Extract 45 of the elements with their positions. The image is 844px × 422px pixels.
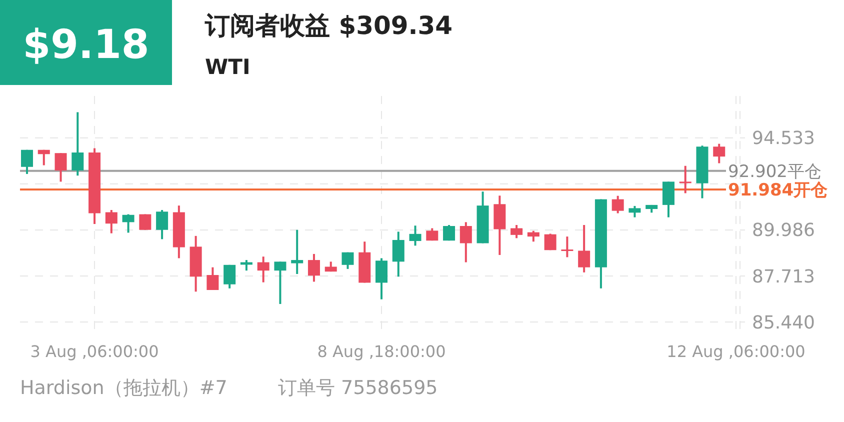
- candlestick: [274, 260, 286, 305]
- text: $9.18: [22, 22, 150, 68]
- candlestick: [527, 230, 540, 243]
- candlestick: [662, 180, 674, 218]
- chart-subtitle: WTI: [205, 55, 250, 79]
- candlestick: [206, 266, 219, 292]
- x-tick-label: 12 Aug ,06:00:00: [666, 342, 806, 361]
- candlestick: [409, 224, 422, 247]
- text: 订单号 75586595: [278, 377, 438, 399]
- candlestick: [578, 224, 590, 274]
- candlestick: [21, 148, 33, 175]
- candlestick: [713, 142, 726, 164]
- candlestick: [426, 227, 438, 242]
- candlestick: [679, 164, 692, 194]
- ref-line-label: 92.902平仓: [728, 162, 822, 182]
- candlestick: [38, 148, 50, 166]
- candlestick: [544, 232, 556, 252]
- x-tick-label: 8 Aug ,18:00:00: [317, 342, 446, 361]
- candlestick: [392, 230, 404, 278]
- candlestick: [257, 256, 270, 284]
- candlestick: [139, 213, 152, 231]
- candlestick: [105, 209, 118, 234]
- candlestick: [224, 264, 236, 290]
- y-tick-label: 85.440: [752, 312, 815, 334]
- candlestick: [443, 224, 456, 242]
- y-tick-label: 94.533: [752, 128, 815, 150]
- candlestick: [122, 213, 134, 234]
- candlestick: [510, 224, 523, 240]
- chart-title: 订阅者收益 $309.34: [204, 11, 453, 40]
- candlestick: [72, 111, 84, 177]
- text: Hardison（拖拉机）#7: [20, 377, 228, 399]
- candlestick: [628, 204, 641, 218]
- candlestick: [612, 194, 624, 214]
- candlestick: [291, 228, 304, 276]
- candlestick: [156, 209, 168, 240]
- candlestick: [376, 257, 388, 300]
- candlestick: [54, 152, 67, 183]
- candlestick: [342, 251, 354, 270]
- candlestick: [308, 252, 320, 283]
- ref-line-label: 91.984开仓: [728, 180, 829, 200]
- y-tick-label: 89.986: [752, 220, 815, 242]
- candlestick: [460, 221, 472, 264]
- candlestick: [561, 236, 574, 258]
- y-tick-label: 87.713: [752, 266, 815, 288]
- x-tick-label: 3 Aug ,06:00:00: [30, 342, 159, 361]
